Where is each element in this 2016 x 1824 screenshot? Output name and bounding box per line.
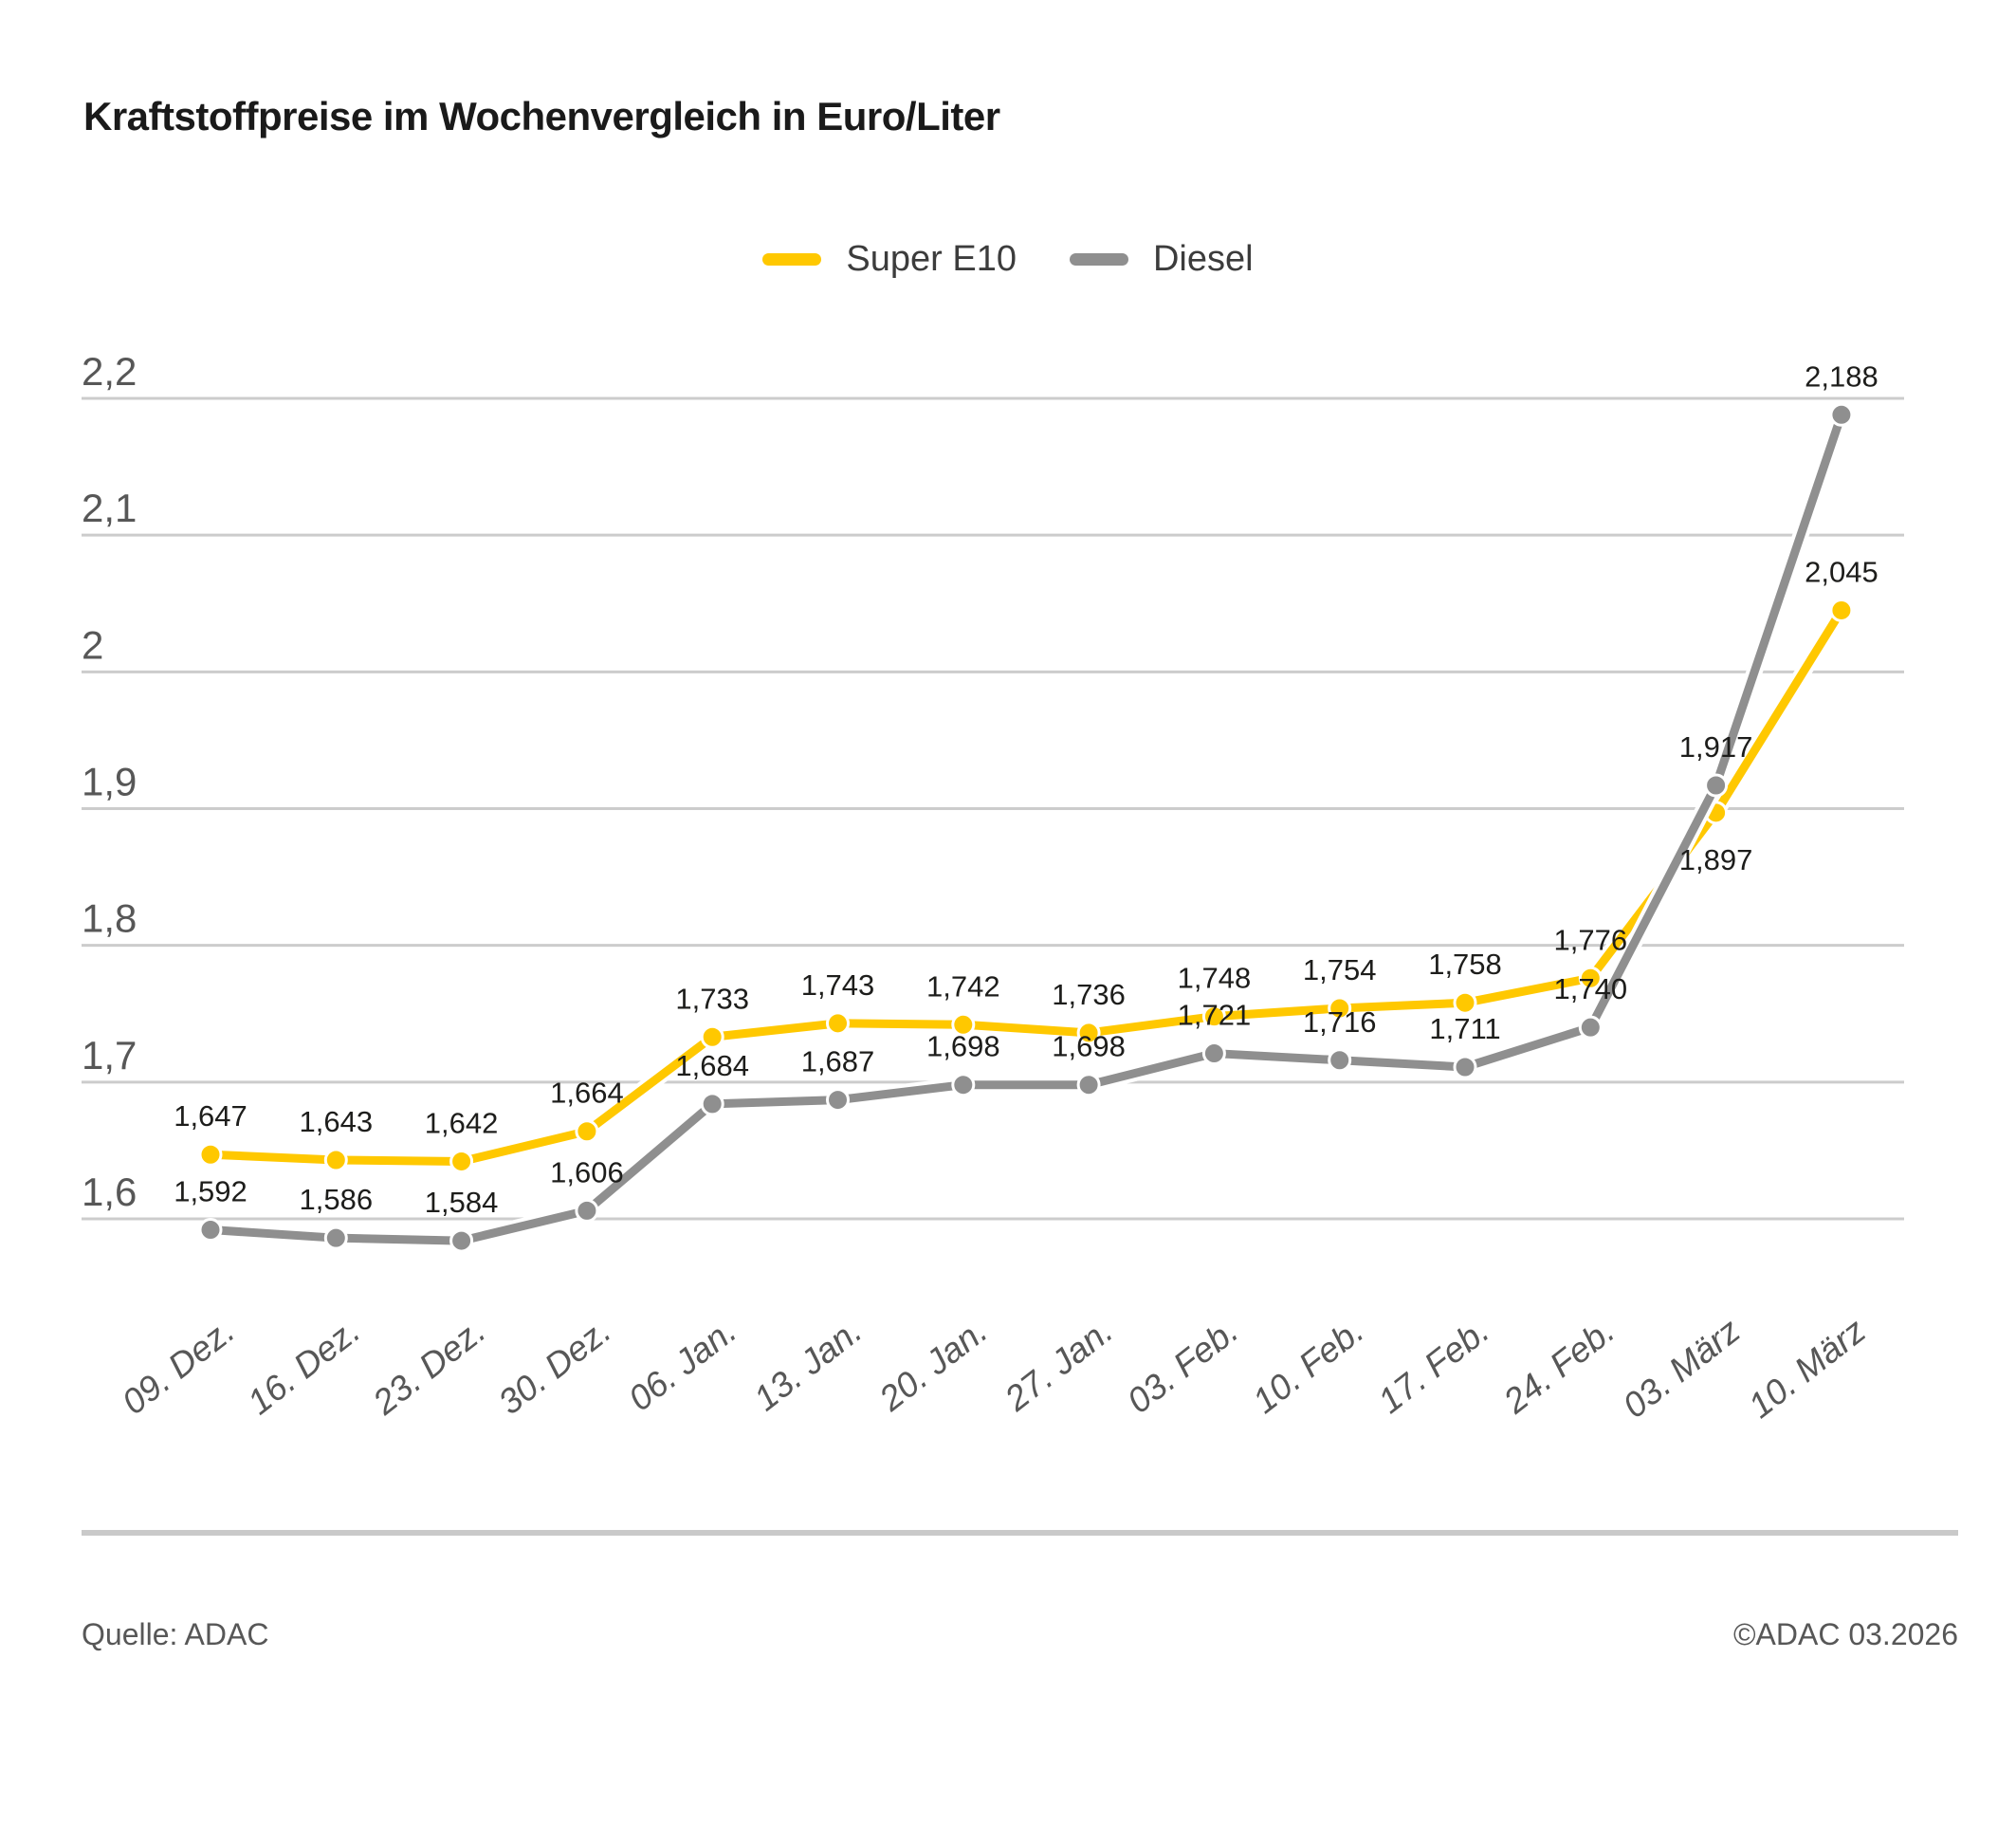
legend-item-super-e10: Super E10	[762, 239, 1017, 280]
data-label-super-e10: 1,642	[425, 1106, 499, 1139]
legend-swatch-diesel	[1069, 253, 1128, 266]
data-point-super-e10	[323, 1148, 348, 1172]
legend-swatch-super-e10	[762, 253, 822, 266]
data-point-diesel	[1829, 402, 1854, 427]
data-label-diesel: 1,721	[1178, 999, 1252, 1032]
legend: Super E10 Diesel	[0, 239, 2016, 280]
x-axis-label: 27. Jan.	[997, 1311, 1120, 1419]
data-point-diesel	[700, 1092, 724, 1116]
data-point-super-e10	[826, 1011, 850, 1036]
y-axis-label: 1,9	[82, 760, 137, 804]
data-label-super-e10: 2,045	[1805, 555, 1879, 588]
data-label-super-e10: 1,776	[1554, 923, 1628, 956]
data-label-diesel: 1,687	[801, 1045, 875, 1078]
legend-item-diesel: Diesel	[1069, 239, 1254, 280]
chart-title: Kraftstoffpreise im Wochenvergleich in E…	[83, 94, 1000, 138]
data-point-diesel	[198, 1218, 223, 1243]
data-point-diesel	[1578, 1015, 1603, 1040]
data-point-diesel	[951, 1073, 976, 1097]
line-super-e10	[206, 605, 1846, 1166]
x-axis-label: 30. Dez.	[491, 1311, 618, 1422]
data-label-super-e10: 1,742	[926, 969, 1000, 1003]
copyright-note: ©ADAC 03.2026	[1732, 1617, 1958, 1651]
data-label-super-e10: 1,733	[675, 982, 749, 1015]
data-point-super-e10	[1201, 1004, 1226, 1029]
x-axis-label: 03. März	[1616, 1311, 1748, 1426]
footer: Quelle: ADAC ©ADAC 03.2026	[82, 1617, 1958, 1652]
data-label-super-e10: 1,647	[174, 1099, 247, 1133]
data-label-diesel: 1,698	[926, 1030, 1000, 1063]
y-axis-label: 1,7	[82, 1033, 137, 1078]
data-point-diesel	[575, 1198, 599, 1223]
data-label-diesel: 1,711	[1429, 1012, 1500, 1045]
x-axis-label: 20. Jan.	[871, 1311, 995, 1419]
y-axis-label: 1,6	[82, 1170, 137, 1214]
y-axis-label: 2	[82, 622, 103, 667]
data-label-diesel: 2,188	[1805, 359, 1879, 393]
legend-label-super-e10: Super E10	[846, 239, 1017, 279]
data-label-super-e10: 1,743	[801, 968, 875, 1002]
data-point-super-e10	[1076, 1021, 1101, 1045]
data-point-diesel	[826, 1088, 850, 1113]
legend-label-diesel: Diesel	[1152, 239, 1254, 279]
y-axis-label: 2,1	[82, 486, 137, 530]
data-label-diesel: 1,592	[174, 1175, 247, 1208]
data-point-diesel	[1201, 1041, 1226, 1066]
data-label-super-e10: 1,748	[1178, 962, 1252, 995]
data-label-diesel: 1,917	[1679, 730, 1753, 764]
data-point-diesel	[323, 1225, 348, 1250]
x-axis-label: 03. Feb.	[1120, 1311, 1245, 1421]
x-axis-label: 16. Dez.	[240, 1311, 367, 1422]
data-label-super-e10: 1,664	[550, 1077, 624, 1110]
data-point-diesel	[1076, 1073, 1101, 1097]
data-point-super-e10	[449, 1149, 474, 1173]
data-point-super-e10	[1453, 990, 1477, 1015]
data-label-super-e10: 1,736	[1052, 978, 1126, 1011]
source-note: Quelle: ADAC	[82, 1617, 269, 1651]
x-axis-label: 17. Feb.	[1371, 1311, 1496, 1421]
data-point-super-e10	[1328, 996, 1352, 1021]
data-point-super-e10	[951, 1012, 976, 1037]
data-point-super-e10	[575, 1119, 599, 1144]
y-axis-label: 1,8	[82, 896, 137, 941]
data-point-diesel	[449, 1228, 474, 1253]
data-label-super-e10: 1,897	[1679, 843, 1753, 876]
data-label-diesel: 1,584	[425, 1186, 499, 1219]
x-axis-label: 13. Jan.	[746, 1311, 869, 1418]
line-diesel	[206, 410, 1846, 1245]
data-label-diesel: 1,684	[675, 1049, 749, 1082]
x-axis-label: 10. Feb.	[1245, 1311, 1370, 1421]
data-label-diesel: 1,740	[1554, 972, 1628, 1005]
data-point-super-e10	[1578, 966, 1603, 990]
x-axis-label: 09. Dez.	[115, 1311, 242, 1422]
x-axis-label: 10. März	[1741, 1311, 1873, 1426]
data-label-diesel: 1,716	[1303, 1005, 1377, 1039]
data-point-super-e10	[198, 1142, 223, 1167]
data-point-diesel	[1328, 1048, 1352, 1073]
data-point-super-e10	[1829, 598, 1854, 622]
data-label-super-e10: 1,754	[1303, 953, 1377, 986]
x-axis-label: 23. Dez.	[365, 1311, 493, 1423]
x-axis-label: 24. Feb.	[1495, 1311, 1622, 1422]
data-point-diesel	[1453, 1055, 1477, 1079]
data-label-diesel: 1,606	[550, 1155, 624, 1188]
data-label-diesel: 1,586	[300, 1183, 374, 1216]
data-label-diesel: 1,698	[1052, 1030, 1126, 1063]
x-axis-label: 06. Jan.	[621, 1311, 743, 1418]
data-point-super-e10	[700, 1024, 724, 1049]
data-label-super-e10: 1,643	[300, 1105, 374, 1138]
footer-divider	[82, 1530, 1958, 1536]
data-point-diesel	[1704, 773, 1729, 798]
y-axis-label: 2,2	[82, 349, 137, 394]
data-label-super-e10: 1,758	[1428, 948, 1502, 981]
